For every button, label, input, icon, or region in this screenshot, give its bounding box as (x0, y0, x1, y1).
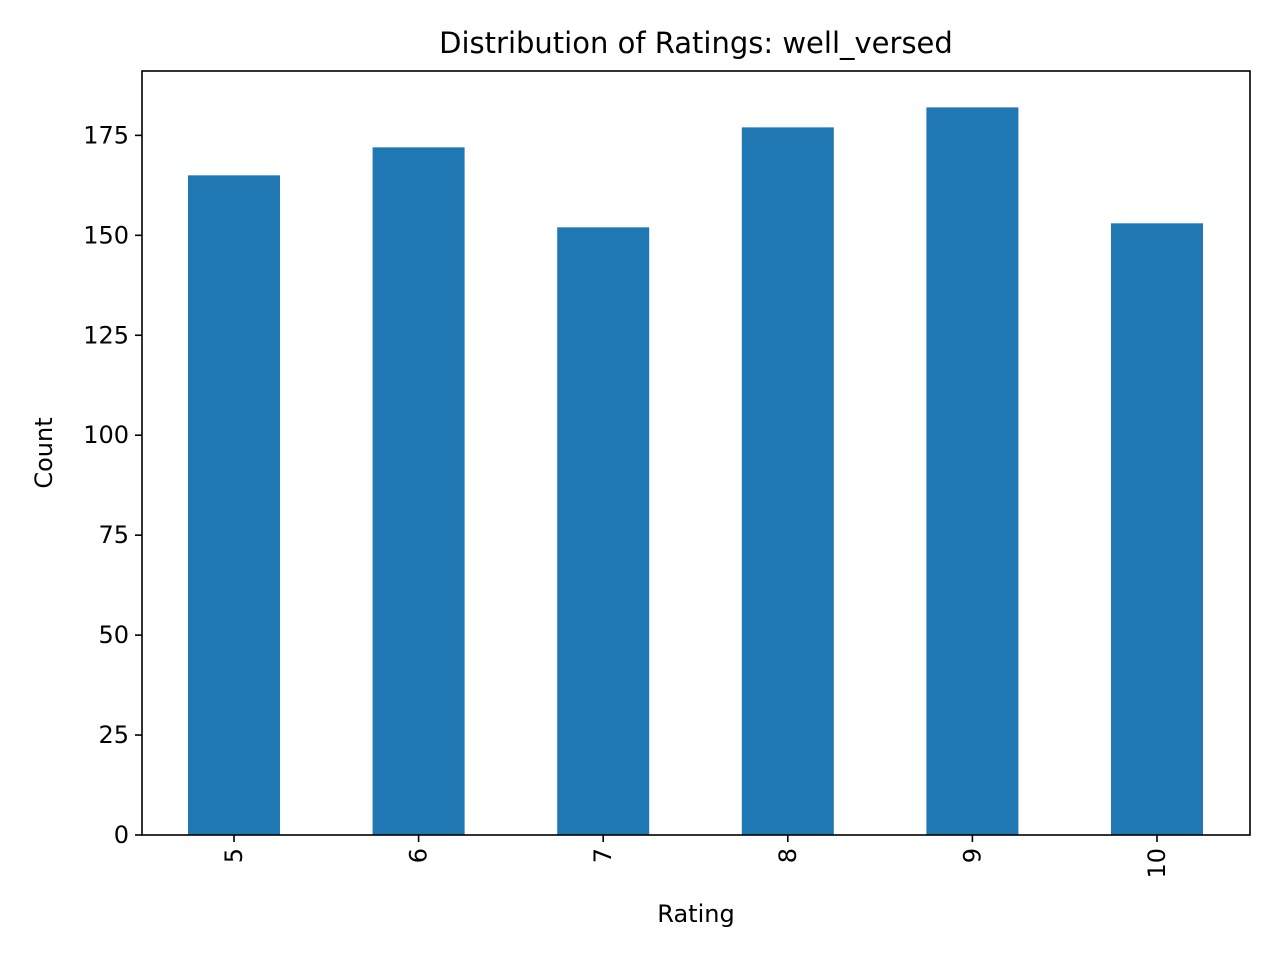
x-axis: 5 6 7 8 9 10 (220, 835, 1171, 879)
x-tick-label: 5 (220, 848, 248, 863)
bar-8 (741, 127, 834, 835)
bar-7 (557, 227, 650, 835)
chart-title: Distribution of Ratings: well_versed (439, 26, 953, 60)
y-tick-label: 0 (114, 821, 129, 849)
x-tick-label: 6 (405, 848, 433, 863)
y-tick-label: 100 (83, 421, 129, 449)
bar-9 (926, 107, 1019, 835)
y-tick-label: 75 (98, 521, 129, 549)
x-axis-label: Rating (657, 900, 734, 928)
bar-5 (188, 175, 280, 836)
x-tick-label: 7 (589, 848, 617, 863)
y-tick-label: 25 (98, 721, 129, 749)
x-tick-label: 10 (1143, 848, 1171, 879)
bar-10 (1111, 223, 1203, 835)
x-tick-label: 8 (774, 848, 802, 863)
y-axis: 0 25 50 75 100 125 150 175 (83, 121, 142, 849)
bar-6 (372, 147, 465, 836)
x-tick-label: 9 (958, 848, 986, 863)
y-tick-label: 150 (83, 221, 129, 249)
bars-group (188, 107, 1203, 836)
y-tick-label: 50 (98, 621, 129, 649)
plot-frame (141, 70, 1251, 836)
y-axis-label: Count (30, 417, 58, 488)
y-tick-label: 175 (83, 121, 129, 149)
y-tick-label: 125 (83, 321, 129, 349)
